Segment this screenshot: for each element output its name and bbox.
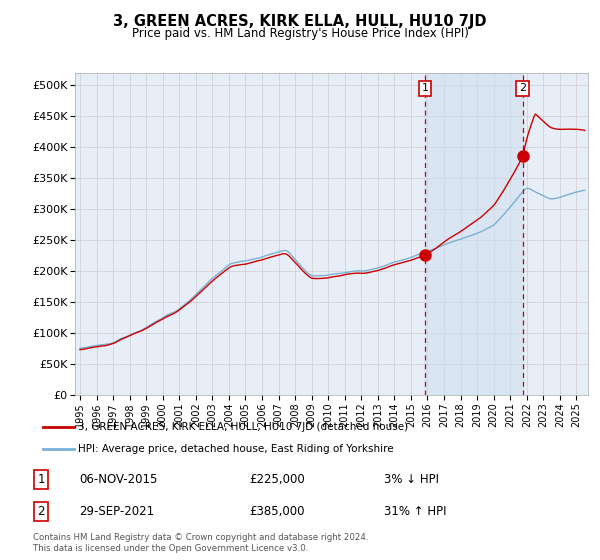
Text: £225,000: £225,000 [249, 473, 305, 486]
Text: Price paid vs. HM Land Registry's House Price Index (HPI): Price paid vs. HM Land Registry's House … [131, 27, 469, 40]
Text: 29-SEP-2021: 29-SEP-2021 [79, 505, 154, 519]
Text: 2: 2 [519, 83, 526, 94]
Text: Contains HM Land Registry data © Crown copyright and database right 2024.
This d: Contains HM Land Registry data © Crown c… [33, 533, 368, 553]
Text: HPI: Average price, detached house, East Riding of Yorkshire: HPI: Average price, detached house, East… [78, 444, 394, 454]
Text: 1: 1 [421, 83, 428, 94]
Text: 1: 1 [37, 473, 45, 486]
Text: 3, GREEN ACRES, KIRK ELLA, HULL, HU10 7JD (detached house): 3, GREEN ACRES, KIRK ELLA, HULL, HU10 7J… [78, 422, 408, 432]
Text: 3, GREEN ACRES, KIRK ELLA, HULL, HU10 7JD: 3, GREEN ACRES, KIRK ELLA, HULL, HU10 7J… [113, 14, 487, 29]
Text: £385,000: £385,000 [249, 505, 305, 519]
Text: 2: 2 [37, 505, 45, 519]
Bar [425, 73, 523, 395]
Text: 3% ↓ HPI: 3% ↓ HPI [384, 473, 439, 486]
Text: 06-NOV-2015: 06-NOV-2015 [79, 473, 157, 486]
Text: 31% ↑ HPI: 31% ↑ HPI [384, 505, 446, 519]
